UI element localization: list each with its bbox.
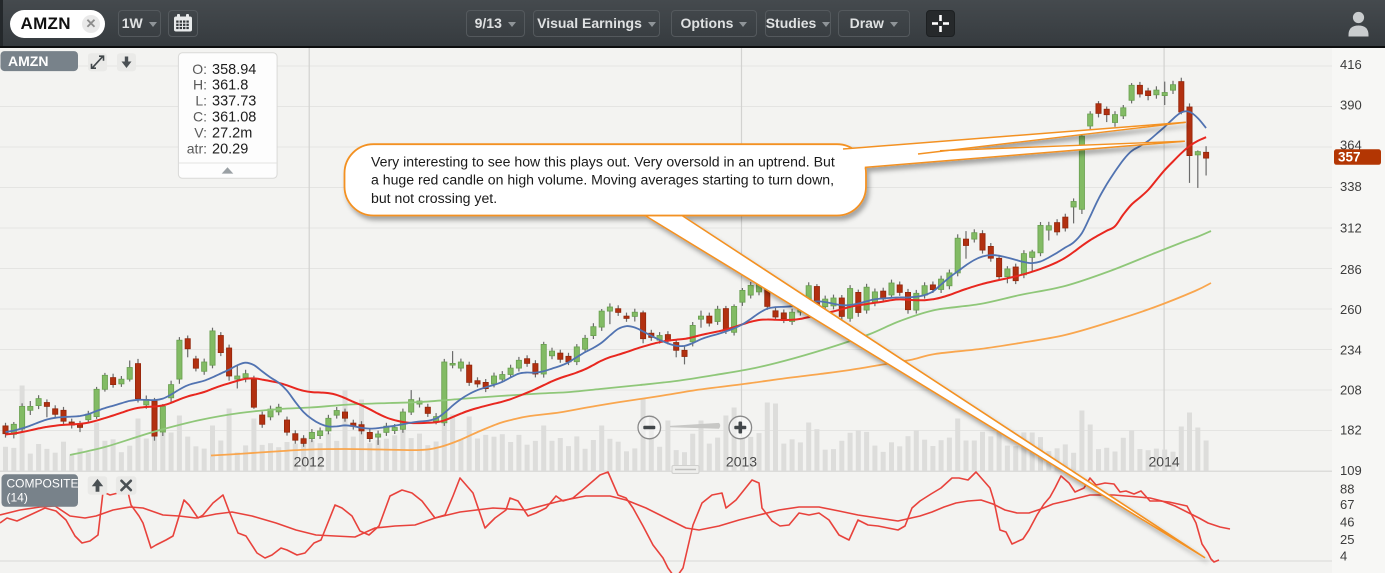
svg-text:a huge red candle on high volu: a huge red candle on high volume. Moving… bbox=[371, 172, 834, 188]
svg-text:390: 390 bbox=[1340, 98, 1362, 113]
svg-text:2013: 2013 bbox=[726, 454, 757, 470]
svg-text:364: 364 bbox=[1340, 138, 1362, 153]
svg-text:2014: 2014 bbox=[1149, 454, 1180, 470]
svg-text:109: 109 bbox=[1340, 463, 1362, 478]
svg-text:208: 208 bbox=[1340, 383, 1362, 398]
svg-text:COMPOSITE: COMPOSITE bbox=[7, 476, 79, 490]
svg-text:atr:: atr: bbox=[187, 140, 207, 156]
svg-text:358.94: 358.94 bbox=[212, 62, 256, 78]
svg-text:25: 25 bbox=[1340, 532, 1354, 547]
svg-text:46: 46 bbox=[1340, 514, 1354, 529]
svg-text:361.8: 361.8 bbox=[212, 78, 248, 94]
svg-text:V:: V: bbox=[194, 124, 207, 140]
svg-text:182: 182 bbox=[1340, 423, 1362, 438]
svg-text:67: 67 bbox=[1340, 497, 1354, 512]
svg-text:(14): (14) bbox=[7, 491, 28, 505]
svg-text:361.08: 361.08 bbox=[212, 110, 256, 126]
svg-text:286: 286 bbox=[1340, 262, 1362, 277]
svg-text:312: 312 bbox=[1340, 220, 1362, 235]
svg-text:338: 338 bbox=[1340, 179, 1362, 194]
svg-text:260: 260 bbox=[1340, 302, 1362, 317]
svg-text:234: 234 bbox=[1340, 342, 1362, 357]
svg-text:Very interesting to see how th: Very interesting to see how this plays o… bbox=[371, 153, 835, 169]
svg-text:4: 4 bbox=[1340, 548, 1347, 563]
svg-text:2012: 2012 bbox=[294, 454, 325, 470]
svg-text:337.73: 337.73 bbox=[212, 94, 256, 110]
svg-text:C:: C: bbox=[193, 109, 207, 125]
svg-text:20.29: 20.29 bbox=[212, 141, 248, 157]
svg-text:H:: H: bbox=[193, 77, 207, 93]
svg-text:O:: O: bbox=[192, 61, 207, 77]
svg-text:but not crossing yet.: but not crossing yet. bbox=[371, 190, 497, 206]
svg-text:AMZN: AMZN bbox=[8, 53, 48, 69]
svg-text:L:: L: bbox=[195, 93, 207, 109]
svg-text:88: 88 bbox=[1340, 481, 1354, 496]
svg-text:27.2m: 27.2m bbox=[212, 125, 252, 141]
svg-text:357: 357 bbox=[1338, 149, 1361, 164]
svg-text:416: 416 bbox=[1340, 57, 1362, 72]
